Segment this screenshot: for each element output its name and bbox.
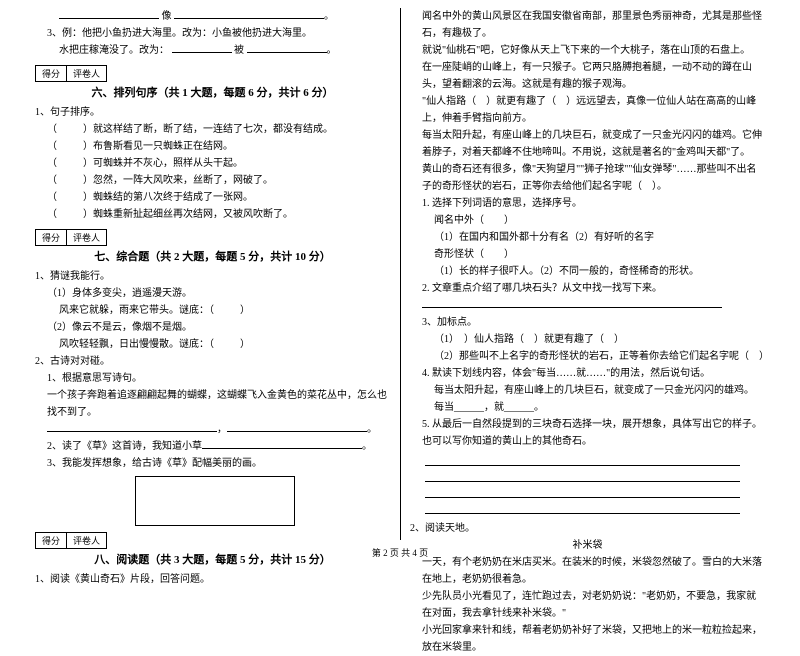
r-q4: 4. 默读下划线内容，体会"每当……就……"的用法，然后说句话。 — [410, 365, 765, 382]
score-box-7: 得分 评卷人 — [35, 229, 390, 246]
passage-p1: 闻名中外的黄山风景区在我国安徽省南部，那里景色秀丽神奇，尤其是那些怪石，有趣极了… — [410, 8, 765, 42]
q6-item: （）蜘蛛重新扯起细丝再次结网，又被风吹断了。 — [35, 206, 390, 223]
passage-p5: 每当太阳升起，有座山峰上的几块巨石，就变成了一只金光闪闪的雄鸡。它伸着脖子，对着… — [410, 127, 765, 161]
right-column: 闻名中外的黄山风景区在我国安徽省南部，那里景色秀丽神奇，尤其是那些怪石，有趣极了… — [400, 8, 775, 540]
r-q1d: （1）长的样子很吓人。（2）不同一般的，奇怪稀奇的形状。 — [410, 263, 765, 280]
fill-line-1: 像 。 — [35, 8, 390, 25]
r-q5: 5. 从最后一自然段提到的三块奇石选择一块，展开想象，具体写出它的样子。也可以写… — [410, 416, 765, 450]
answer-line — [425, 500, 740, 514]
story-p2: 少先队员小光看见了，连忙跑过去，对老奶奶说："老奶奶，不要急，我家就在对面，我去… — [410, 588, 765, 622]
text-like: 像 — [162, 11, 172, 22]
score-cell: 得分 — [35, 65, 67, 82]
q7-1a: （1）身体多变尖，逍遥漫天游。 — [35, 285, 390, 302]
q6-item: （）忽然，一阵大风吹来，丝断了，网破了。 — [35, 172, 390, 189]
q6-stem: 1、句子排序。 — [35, 104, 390, 121]
r-q3: 3、加标点。 — [410, 314, 765, 331]
q7-1c: （2）像云不是云，像烟不是烟。 — [35, 319, 390, 336]
passage-p4: "仙人指路（ ）就更有趣了（ ）远远望去，真像一位仙人站在高高的山峰上，伸着手臂… — [410, 93, 765, 127]
r-q2: 2. 文章重点介绍了哪几块石头？从文中找一找写下来。 — [410, 280, 765, 297]
r-q3b: （2）那些叫不上名字的奇形怪状的岩石，正等着你去给它们起名字呢（ ） — [410, 348, 765, 365]
q7-1b: 风来它就躲，雨来它带头。谜底：（） — [35, 302, 390, 319]
r-q1b: （1）在国内和国外都十分有名（2）有好听的名字 — [410, 229, 765, 246]
story-p1: 一天，有个老奶奶在米店买米。在装米的时候，米袋忽然破了。雪白的大米落在地上，老奶… — [410, 554, 765, 588]
q3-rewrite: 水把庄稼淹没了。改为： 被 。 — [35, 42, 390, 59]
grader-cell: 评卷人 — [66, 229, 107, 246]
r-q2-2: 2、阅读天地。 — [410, 520, 765, 537]
q7-1d: 风吹轻轻飘，日出慢慢散。谜底：（） — [35, 336, 390, 353]
drawing-box — [135, 476, 295, 526]
q7-2c: 2、读了《草》这首诗，我知道小草。 — [35, 438, 390, 455]
r-q3a: （1） ）仙人指路（ ）就更有趣了（ ） — [410, 331, 765, 348]
r-q4b: 每当______，就______。 — [410, 399, 765, 416]
score-cell: 得分 — [35, 229, 67, 246]
q7-1: 1、猜谜我能行。 — [35, 268, 390, 285]
section-7-title: 七、综合题（共 2 大题，每题 5 分，共计 10 分） — [35, 248, 390, 264]
grader-cell: 评卷人 — [66, 65, 107, 82]
q6-item: （）蜘蛛结的第八次终于结成了一张网。 — [35, 189, 390, 206]
q7-2a: 1、根据意思写诗句。 — [35, 370, 390, 387]
passage-p2: 就说"仙桃石"吧，它好像从天上飞下来的一个大桃子，落在山顶的石盘上。 — [410, 42, 765, 59]
answer-blank — [410, 297, 765, 314]
q7-2: 2、古诗对对碰。 — [35, 353, 390, 370]
page-footer: 第 2 页 共 4 页 — [0, 546, 800, 559]
passage-p3: 在一座陡峭的山峰上，有一只猴子。它两只胳膊抱着腿，一动不动的蹲在山头，望着翻滚的… — [410, 59, 765, 93]
q6-item: （）就这样结了断，断了结，一连结了七次，都没有结成。 — [35, 121, 390, 138]
answer-line — [425, 468, 740, 482]
score-box-6: 得分 评卷人 — [35, 65, 390, 82]
q6-item: （）可蜘蛛并不灰心，照样从头干起。 — [35, 155, 390, 172]
section-6-title: 六、排列句序（共 1 大题，每题 6 分，共计 6 分） — [35, 84, 390, 100]
answer-line — [425, 484, 740, 498]
q7-2d: 3、我能发挥想象，给古诗《草》配幅美丽的画。 — [35, 455, 390, 472]
q6-item: （）布鲁斯看见一只蜘蛛正在结网。 — [35, 138, 390, 155]
answer-blank: ，。 — [35, 421, 390, 438]
r-q1: 1. 选择下列词语的意思，选择序号。 — [410, 195, 765, 212]
q7-2b: 一个孩子奔跑着追逐翩翩起舞的蝴蝶，这蝴蝶飞入金黄色的菜花丛中，怎么也找不到了。 — [35, 387, 390, 421]
r-q1c: 奇形怪状（ ） — [410, 246, 765, 263]
left-column: 像 。 3、例：他把小鱼扔进大海里。改为：小鱼被他扔进大海里。 水把庄稼淹没了。… — [25, 8, 400, 540]
r-q4a: 每当太阳升起，有座山峰上的几块巨石，就变成了一只金光闪闪的雄鸡。 — [410, 382, 765, 399]
column-divider — [400, 8, 401, 540]
answer-line — [425, 452, 740, 466]
q3-example: 3、例：他把小鱼扔进大海里。改为：小鱼被他扔进大海里。 — [35, 25, 390, 42]
passage-p6: 黄山的奇石还有很多，像"天狗望月""狮子抢球""仙女弹琴"……那些叫不出名子的奇… — [410, 161, 765, 195]
r-q1a: 闻名中外（ ） — [410, 212, 765, 229]
q8-1: 1、阅读《黄山奇石》片段，回答问题。 — [35, 571, 390, 588]
story-p3: 小光回家拿来针和线，帮着老奶奶补好了米袋，又把地上的米一粒粒捡起来，放在米袋里。 — [410, 622, 765, 656]
